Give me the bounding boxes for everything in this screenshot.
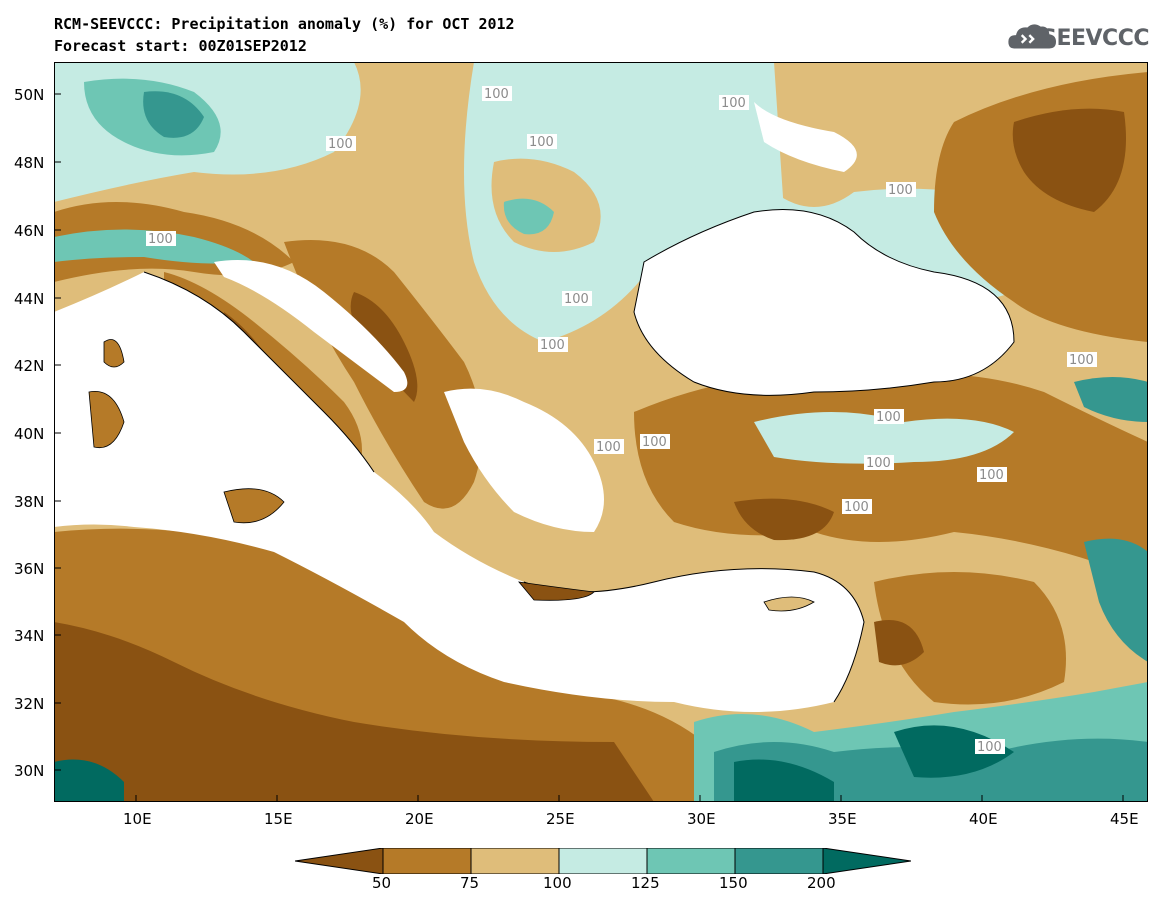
anomaly-50-75-syria (874, 572, 1066, 705)
lat-label: 48N (14, 154, 45, 172)
lon-label: 20E (405, 810, 434, 828)
anomaly-lt50-anatolia (734, 498, 834, 541)
anomaly-gt200-arabia (894, 725, 1014, 778)
anomaly-gt200-sw (54, 759, 124, 802)
lon-label: 10E (123, 810, 152, 828)
lat-label: 34N (14, 627, 45, 645)
contour-label: 100 (484, 87, 509, 102)
colorbar-label: 100 (543, 874, 572, 892)
colorbar-segment-75-100 (470, 848, 560, 874)
anomaly-150-200-caucasus (1074, 377, 1148, 422)
colorbar-segment-50-75 (382, 848, 472, 874)
anomaly-lt50-russia (1012, 108, 1126, 212)
colorbar-label: 75 (460, 874, 480, 892)
coastline-italy (143, 271, 375, 473)
lon-label: 40E (969, 810, 998, 828)
lat-label: 50N (14, 86, 45, 104)
lon-label: 45E (1110, 810, 1139, 828)
contour-label: 100 (888, 183, 913, 198)
page-title: RCM-SEEVCCC: Precipitation anomaly (%) f… (54, 15, 515, 33)
colorbar (295, 848, 911, 874)
anomaly-125-150-alps (54, 229, 254, 264)
contour-label: 100 (979, 468, 1004, 483)
island-corsica (103, 339, 125, 368)
lat-label: 36N (14, 560, 45, 578)
contour-label: 100 (642, 435, 667, 450)
precipitation-map: 100 100 100 100 100 100 100 100 100 100 … (54, 62, 1148, 802)
colorbar-label: 150 (719, 874, 748, 892)
map: 100 100 100 100 100 100 100 100 100 100 … (54, 62, 1148, 802)
lon-label: 30E (687, 810, 716, 828)
contour-label: 100 (529, 135, 554, 150)
coastline-anatolia-levant (523, 568, 865, 703)
colorbar-label: 50 (372, 874, 392, 892)
mediterranean-sea (54, 272, 864, 712)
lon-label: 15E (264, 810, 293, 828)
contour-label: 100 (564, 292, 589, 307)
cloud-icon (1008, 24, 1056, 49)
colorbar-segment-150-200 (734, 848, 824, 874)
lat-label: 46N (14, 222, 45, 240)
contour-label: 100 (1069, 353, 1094, 368)
lat-label: 44N (14, 290, 45, 308)
black-sea (634, 209, 1014, 396)
anomaly-150-200-iran (1084, 538, 1148, 662)
island-cyprus (763, 596, 815, 612)
contour-label: 100 (596, 440, 621, 455)
anomaly-100-125-anatolia (754, 412, 1014, 464)
anomaly-lt50-north-africa (54, 622, 654, 802)
lat-label: 42N (14, 357, 45, 375)
colorbar-segment-100-125 (558, 848, 648, 874)
contour-label: 100 (866, 456, 891, 471)
contour-label: 100 (721, 96, 746, 111)
coastline-black-sea (633, 209, 1015, 396)
adriatic-sea (214, 260, 408, 392)
lat-label: 40N (14, 425, 45, 443)
colorbar-segment-gt200 (822, 848, 911, 874)
anomaly-100-125-carpathian (464, 62, 784, 342)
lat-label: 32N (14, 695, 45, 713)
logo-text: SEEVCCC (1041, 26, 1149, 51)
island-crete (518, 581, 595, 601)
contour-label: 100 (844, 500, 869, 515)
colorbar-label: 125 (631, 874, 660, 892)
contour-label: 100 (328, 137, 353, 152)
anomaly-125-150-pannonian (503, 198, 554, 235)
azov-water (754, 102, 857, 172)
colorbar-label: 200 (807, 874, 836, 892)
map-frame (54, 62, 1148, 802)
contour-label: 100 (977, 740, 1002, 755)
colorbar-segment-125-150 (646, 848, 736, 874)
contour-label: 100 (540, 338, 565, 353)
page-subtitle: Forecast start: 00Z01SEP2012 (54, 37, 307, 55)
lon-label: 25E (546, 810, 575, 828)
anomaly-150-200-central-europe (143, 91, 204, 138)
contour-label: 100 (148, 232, 173, 247)
anomaly-gt200-sinai (734, 759, 834, 802)
lon-label: 35E (828, 810, 857, 828)
lat-label: 38N (14, 493, 45, 511)
lat-label: 30N (14, 762, 45, 780)
colorbar-segment-lt50 (295, 848, 384, 874)
aegean-sea (444, 388, 604, 532)
island-sicily (223, 488, 285, 524)
anomaly-lt50-levant (874, 620, 924, 666)
island-sardinia (88, 390, 125, 449)
contour-label: 100 (876, 410, 901, 425)
